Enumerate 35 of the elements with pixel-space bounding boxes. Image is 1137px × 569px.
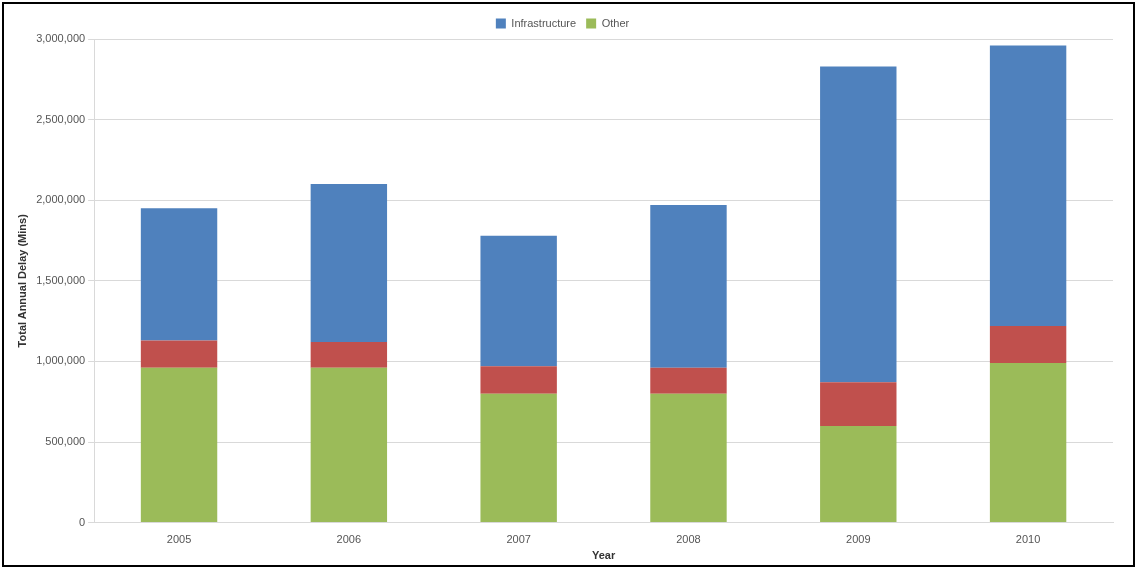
legend-label: Other bbox=[601, 16, 630, 29]
y-tick-label: 1,000,000 bbox=[36, 354, 86, 367]
x-tick-label: 2006 bbox=[336, 533, 362, 546]
bar bbox=[820, 382, 897, 426]
bar bbox=[820, 425, 897, 523]
bar bbox=[820, 66, 897, 383]
bar bbox=[310, 367, 388, 523]
y-axis-title: Total Annual Delay (Mins) bbox=[15, 213, 28, 348]
y-tick-label: 2,500,000 bbox=[36, 112, 86, 125]
bar bbox=[140, 340, 218, 368]
bar bbox=[650, 367, 727, 394]
y-tick-label: 1,500,000 bbox=[36, 273, 86, 286]
bar bbox=[140, 367, 218, 523]
x-tick-label: 2008 bbox=[676, 533, 701, 546]
x-axis-title: Year bbox=[591, 549, 616, 562]
bar bbox=[480, 366, 557, 394]
x-tick-label: 2010 bbox=[1015, 533, 1041, 546]
bar bbox=[310, 184, 388, 343]
bar bbox=[480, 235, 557, 367]
bar bbox=[989, 325, 1067, 364]
x-tick-label: 2007 bbox=[506, 533, 531, 546]
bar bbox=[480, 393, 557, 523]
bar bbox=[310, 342, 388, 368]
y-tick-label: 0 bbox=[79, 515, 86, 528]
bar bbox=[989, 363, 1067, 523]
y-tick-label: 2,000,000 bbox=[36, 193, 86, 206]
y-tick-label: 3,000,000 bbox=[36, 32, 86, 45]
bar bbox=[650, 205, 727, 368]
x-tick-label: 2009 bbox=[846, 533, 871, 546]
bar bbox=[650, 393, 727, 523]
x-tick-label: 2005 bbox=[166, 533, 192, 546]
bar bbox=[989, 45, 1067, 326]
legend-label: Infrastructure bbox=[511, 16, 577, 29]
y-tick-label: 500,000 bbox=[45, 435, 86, 448]
bar bbox=[140, 208, 218, 341]
